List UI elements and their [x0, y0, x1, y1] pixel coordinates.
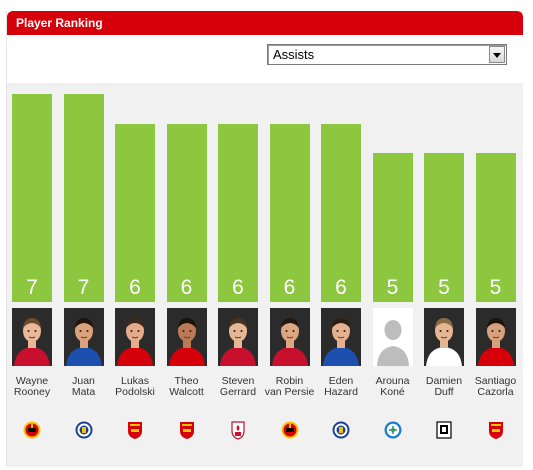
ranking-bar[interactable]: 6: [269, 124, 310, 302]
wigan-crest-icon[interactable]: [383, 419, 403, 441]
player-photo[interactable]: [115, 308, 155, 366]
player-first-name: Steven: [221, 375, 255, 387]
arsenal-crest-icon[interactable]: [125, 419, 145, 441]
player-first-name: Arouna: [375, 375, 410, 387]
ranking-bar[interactable]: 6: [218, 124, 258, 302]
player-first-name: Eden: [328, 375, 354, 387]
player-last-name: Walcott: [169, 386, 204, 398]
player-name[interactable]: Steven Gerrard: [212, 376, 264, 398]
man-utd-crest-icon[interactable]: [280, 419, 300, 441]
player-name[interactable]: Wayne Rooney: [6, 376, 58, 398]
player-photo[interactable]: [372, 308, 413, 366]
bar-value-label: 6: [180, 276, 193, 299]
player-first-name: Wayne: [15, 375, 49, 387]
player-last-name: Duff: [434, 386, 454, 398]
ranking-bar[interactable]: 5: [372, 153, 413, 302]
liverpool-crest-icon[interactable]: [228, 419, 248, 441]
arsenal-crest-icon[interactable]: [177, 419, 197, 441]
player-name[interactable]: Santiago Cazorla: [470, 376, 522, 398]
player-last-name: Podolski: [115, 386, 155, 398]
player-first-name: Santiago: [474, 375, 517, 387]
player-last-name: Gerrard: [219, 386, 257, 398]
player-last-name: Mata: [71, 386, 96, 398]
player-column[interactable]: 7 Juan Mata: [63, 83, 104, 467]
player-column[interactable]: 6 Lukas Podolski: [115, 83, 155, 467]
ranking-bar[interactable]: 5: [424, 153, 464, 302]
ranking-bar[interactable]: 6: [321, 124, 361, 302]
player-last-name: Hazard: [324, 386, 358, 398]
bar-value-label: 5: [489, 276, 502, 299]
widget-title: Player Ranking: [16, 16, 103, 30]
player-column[interactable]: 5 Arouna Koné: [372, 83, 413, 467]
player-first-name: Robin: [275, 375, 304, 387]
bar-value-label: 6: [129, 276, 141, 299]
player-column[interactable]: 7 Wayne Rooney: [12, 83, 52, 467]
player-name[interactable]: Eden Hazard: [315, 376, 367, 398]
player-name[interactable]: Arouna Koné: [367, 376, 419, 398]
player-first-name: Lukas: [120, 375, 150, 387]
player-name[interactable]: Robin van Persie: [264, 376, 316, 398]
player-name[interactable]: Lukas Podolski: [109, 376, 161, 398]
ranking-bar[interactable]: 6: [115, 124, 155, 302]
widget-header: Player Ranking: [7, 11, 523, 35]
bar-value-label: 6: [283, 276, 296, 299]
fulham-crest-icon[interactable]: [434, 419, 454, 441]
bar-value-label: 7: [26, 276, 38, 299]
stat-select[interactable]: Assists: [267, 44, 507, 65]
player-name[interactable]: Damien Duff: [418, 376, 470, 398]
ranking-bar[interactable]: 6: [166, 124, 207, 302]
ranking-bar[interactable]: 5: [475, 153, 516, 302]
player-photo[interactable]: [12, 308, 52, 366]
bar-value-label: 7: [77, 276, 90, 299]
player-photo[interactable]: [424, 308, 464, 366]
bar-value-label: 6: [232, 276, 244, 299]
player-column[interactable]: 6 Robin van Persie: [265, 83, 314, 467]
chelsea-crest-icon[interactable]: [331, 419, 351, 441]
filter-bar: Assists: [7, 35, 523, 83]
player-last-name: Cazorla: [477, 386, 514, 398]
player-photo[interactable]: [321, 308, 361, 366]
bar-value-label: 6: [335, 276, 347, 299]
player-first-name: Juan: [72, 375, 95, 387]
stat-select-value: Assists: [273, 47, 315, 62]
player-name[interactable]: Theo Walcott: [161, 376, 213, 398]
player-column[interactable]: 6 Theo Walcott: [166, 83, 207, 467]
player-column[interactable]: 6 Eden Hazard: [321, 83, 361, 467]
player-photo[interactable]: [63, 308, 104, 366]
player-first-name: Theo: [174, 375, 199, 387]
player-last-name: van Persie: [264, 386, 315, 398]
ranking-bar[interactable]: 7: [63, 94, 104, 302]
player-last-name: Rooney: [13, 386, 51, 398]
man-utd-crest-icon[interactable]: [22, 419, 42, 441]
player-photo[interactable]: [475, 308, 516, 366]
chevron-down-icon[interactable]: [489, 46, 505, 63]
player-last-name: Koné: [380, 386, 405, 398]
arsenal-crest-icon[interactable]: [486, 419, 506, 441]
bar-value-label: 5: [438, 276, 450, 299]
player-column[interactable]: 5 Damien Duff: [424, 83, 464, 467]
player-photo[interactable]: [218, 308, 258, 366]
chelsea-crest-icon[interactable]: [74, 419, 94, 441]
player-ranking-widget: Player Ranking Assists 7 Wayne Rooney 7 Juan…: [6, 11, 523, 467]
player-photo[interactable]: [269, 308, 310, 366]
player-first-name: Damien: [425, 375, 463, 387]
player-column[interactable]: 6 Steven Gerrard: [218, 83, 258, 467]
player-column[interactable]: 5 Santiago Cazorla: [475, 83, 516, 467]
bar-value-label: 5: [386, 276, 399, 299]
ranking-bar[interactable]: 7: [12, 94, 52, 302]
player-name[interactable]: Juan Mata: [58, 376, 110, 398]
player-photo[interactable]: [166, 308, 207, 366]
ranking-chart: 7 Wayne Rooney 7 Juan Mata 6 Lukas Podolski 6 Theo…: [7, 83, 523, 467]
